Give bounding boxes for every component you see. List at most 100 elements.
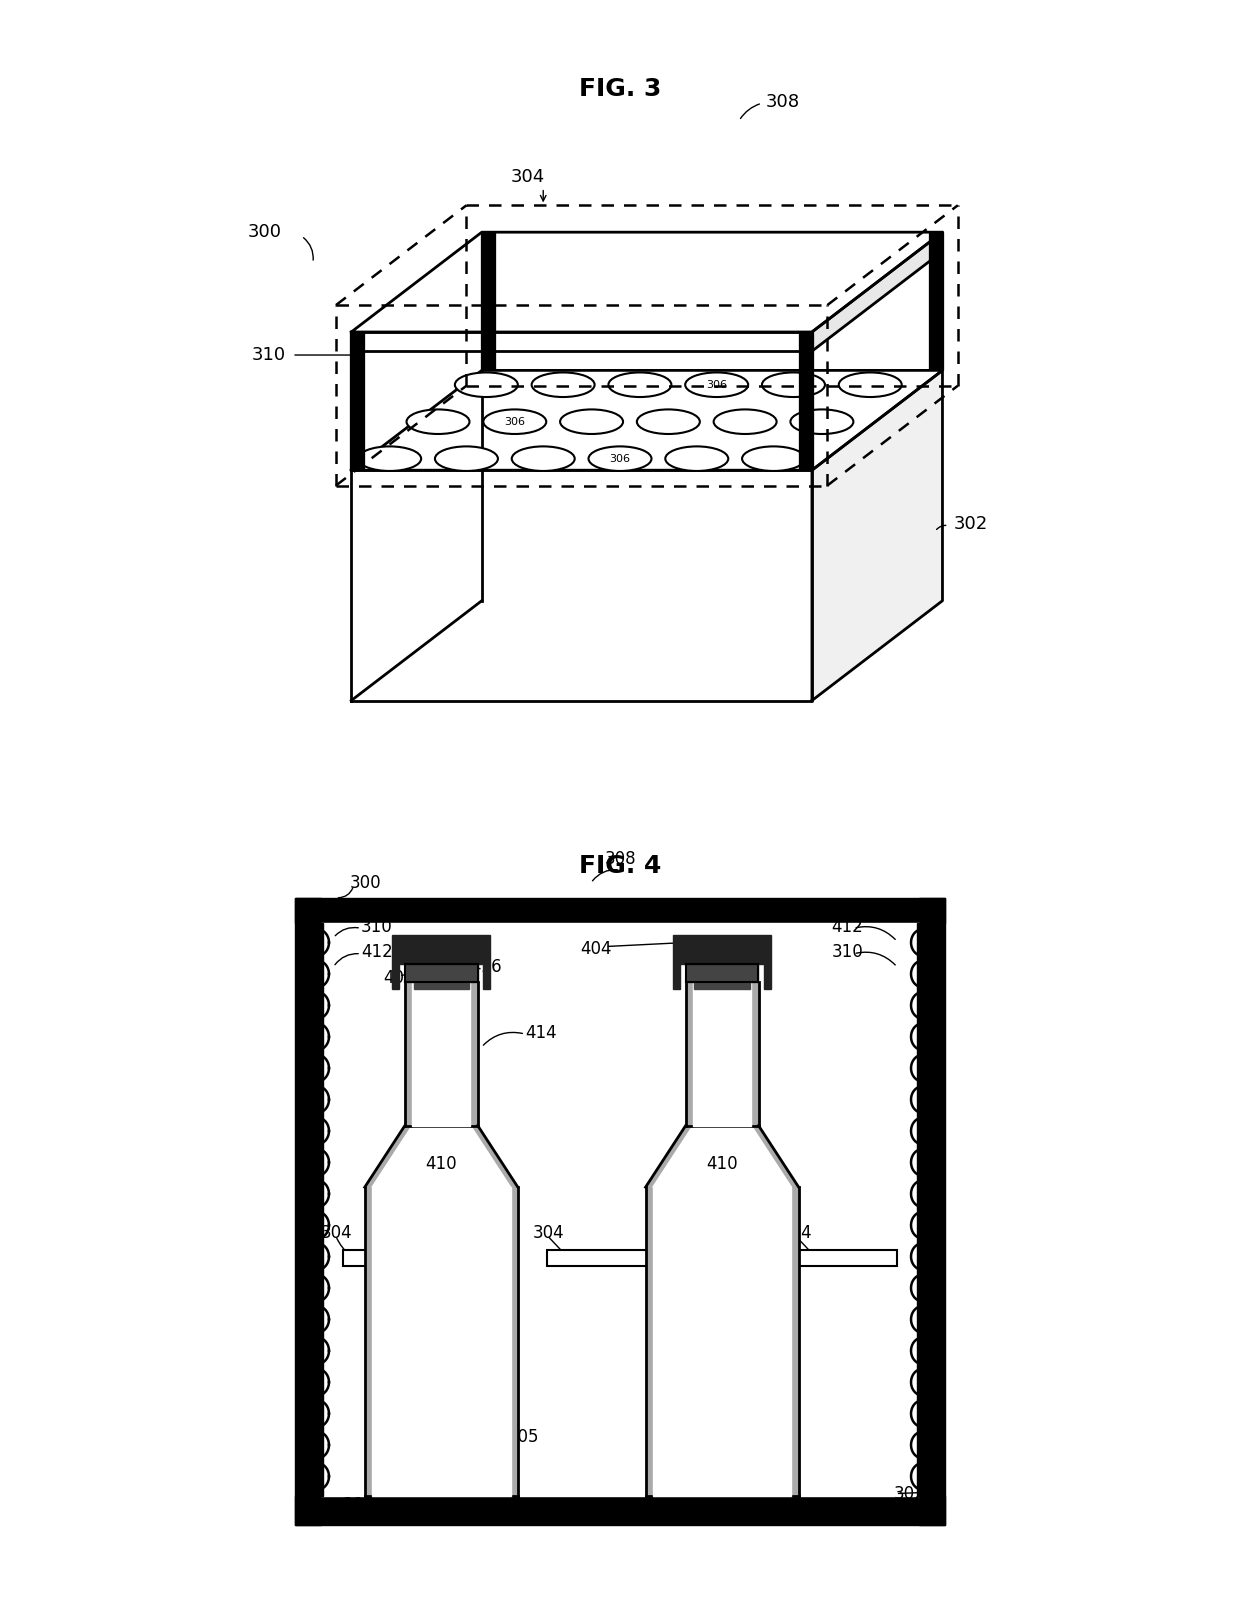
Point: [713, 1455, 733, 1480]
Point: [480, 1472, 500, 1498]
Point: [366, 1428, 386, 1453]
Point: [753, 1409, 773, 1434]
Point: [652, 1399, 672, 1425]
Point: [454, 1434, 474, 1460]
Point: [454, 1458, 474, 1484]
Point: [376, 1448, 396, 1474]
Point: [403, 1474, 423, 1500]
Point: [715, 1391, 735, 1417]
Point: [667, 1396, 687, 1421]
Point: [691, 1428, 711, 1453]
Point: [441, 1415, 461, 1440]
Point: [440, 1417, 460, 1442]
Point: [738, 1425, 758, 1450]
Text: 416: 416: [470, 958, 502, 976]
Ellipse shape: [484, 409, 547, 434]
Point: [388, 1413, 408, 1439]
Point: [387, 1453, 407, 1479]
Point: [756, 1404, 776, 1429]
Polygon shape: [295, 898, 945, 923]
Point: [496, 1399, 516, 1425]
Point: [720, 1417, 740, 1442]
Point: [424, 1447, 444, 1472]
Point: [418, 1391, 438, 1417]
Point: [466, 1463, 486, 1488]
Point: [693, 1418, 713, 1444]
Point: [651, 1455, 671, 1480]
Point: [722, 1415, 742, 1440]
Point: [730, 1442, 750, 1468]
Point: [474, 1439, 494, 1464]
Polygon shape: [652, 1126, 791, 1187]
Point: [711, 1389, 730, 1415]
Point: [422, 1458, 441, 1484]
Text: 412: 412: [832, 918, 863, 936]
Point: [448, 1480, 467, 1506]
Point: [689, 1472, 709, 1498]
Point: [738, 1479, 758, 1504]
Point: [439, 1450, 459, 1476]
Point: [453, 1468, 472, 1493]
Point: [413, 1437, 433, 1463]
Point: [482, 1472, 502, 1498]
Ellipse shape: [763, 372, 825, 398]
Point: [714, 1463, 734, 1488]
Point: [725, 1413, 745, 1439]
Point: [456, 1479, 476, 1504]
Polygon shape: [652, 1397, 791, 1496]
Polygon shape: [547, 1250, 693, 1266]
Point: [737, 1415, 756, 1440]
Point: [718, 1442, 738, 1468]
Point: [665, 1437, 684, 1463]
Text: 410: 410: [707, 1155, 738, 1172]
Point: [694, 1437, 714, 1463]
Point: [408, 1472, 428, 1498]
Point: [399, 1445, 419, 1471]
Point: [404, 1452, 424, 1477]
Text: 300: 300: [248, 224, 283, 241]
Point: [660, 1455, 680, 1480]
Point: [728, 1480, 748, 1506]
Point: [417, 1407, 436, 1433]
Point: [381, 1436, 401, 1461]
Point: [697, 1391, 717, 1417]
Point: [769, 1448, 789, 1474]
Point: [433, 1455, 453, 1480]
Point: [708, 1460, 728, 1485]
Point: [684, 1393, 704, 1418]
Point: [407, 1426, 427, 1452]
Point: [404, 1396, 424, 1421]
Point: [376, 1426, 396, 1452]
Point: [719, 1429, 739, 1455]
Point: [381, 1452, 401, 1477]
Point: [405, 1413, 425, 1439]
Point: [734, 1434, 754, 1460]
Point: [418, 1401, 438, 1426]
Polygon shape: [372, 1187, 511, 1496]
Polygon shape: [405, 963, 477, 982]
Point: [777, 1399, 797, 1425]
Ellipse shape: [637, 409, 699, 434]
Point: [443, 1480, 463, 1506]
Text: 306: 306: [610, 454, 630, 463]
Point: [760, 1472, 780, 1498]
Point: [377, 1461, 397, 1487]
Point: [423, 1428, 443, 1453]
Point: [657, 1426, 677, 1452]
Text: 302: 302: [894, 1485, 925, 1503]
Point: [768, 1477, 787, 1503]
Point: [753, 1461, 773, 1487]
Point: [472, 1409, 492, 1434]
Point: [418, 1407, 438, 1433]
Point: [770, 1429, 790, 1455]
Point: [743, 1433, 763, 1458]
Point: [709, 1418, 729, 1444]
Polygon shape: [694, 982, 750, 989]
Point: [681, 1445, 701, 1471]
Polygon shape: [686, 963, 759, 982]
Point: [722, 1421, 742, 1447]
Point: [449, 1442, 469, 1468]
Point: [368, 1431, 388, 1456]
Point: [425, 1445, 445, 1471]
Point: [758, 1447, 777, 1472]
